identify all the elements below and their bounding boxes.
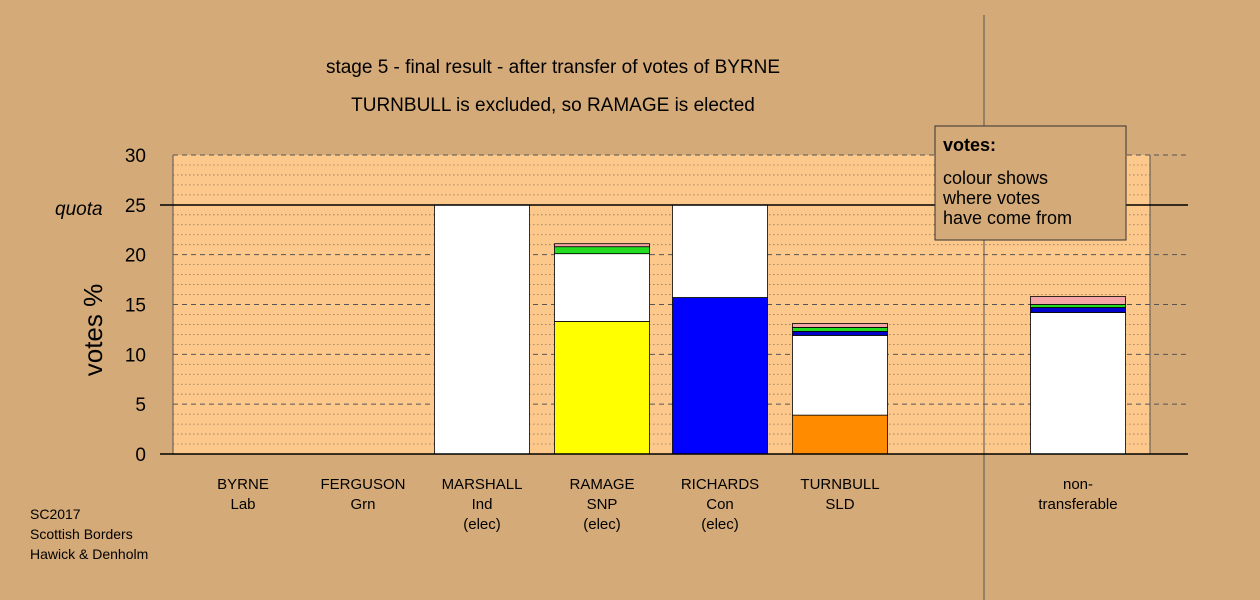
legend-title: votes: [943,135,996,155]
x-tick-status: (elec) [463,516,501,533]
bar-segment [672,204,768,298]
bar-segment [792,323,888,328]
footer-line: Hawick & Denholm [30,546,148,562]
bar-segment [672,297,768,455]
y-tick-label: 10 [125,345,146,366]
x-tick-label: RICHARDS [681,476,759,493]
x-tick-sublabel: SNP [587,496,618,513]
bar-segment [792,327,888,332]
bars [434,204,1126,455]
x-tick-sublabel: Grn [350,496,375,513]
y-tick-label: 5 [135,395,146,416]
x-tick-status: (elec) [583,516,621,533]
legend-line: colour shows [943,168,1048,188]
x-tick-status: (elec) [701,516,739,533]
y-tick-label: 15 [125,296,146,317]
bar-segment [792,331,888,336]
bar-segment [792,334,888,416]
x-tick-sublabel: Ind [472,496,493,513]
x-tick-label: BYRNE [217,476,269,493]
y-tick-label: 30 [125,146,146,167]
x-tick-sublabel: transferable [1038,496,1117,513]
x-tick-label: RAMAGE [569,476,634,493]
x-tick-sublabel: Con [706,496,734,513]
y-axis-label: votes % [78,284,108,377]
bar-segment [554,321,650,455]
x-tick-label: non- [1063,476,1093,493]
x-tick-label: FERGUSON [320,476,405,493]
bar-segment [1030,296,1126,305]
chart-title: stage 5 - final result - after transfer … [326,57,780,78]
y-tick-label: 25 [125,196,146,217]
footer-line: Scottish Borders [30,526,133,542]
x-tick-sublabel: Lab [230,496,255,513]
bar-segment [434,204,530,455]
bar-segment [1030,307,1126,313]
x-tick-label: MARSHALL [442,476,523,493]
chart-subtitle: TURNBULL is excluded, so RAMAGE is elect… [351,95,755,116]
footer-line: SC2017 [30,506,81,522]
x-axis-labels: BYRNE Lab FERGUSON Grn MARSHALL Ind (elec) RAMA… [217,476,1117,533]
y-tick-label: 0 [135,445,146,466]
x-tick-label: TURNBULL [800,476,879,493]
bar-segment [554,243,650,248]
legend-line: where votes [942,188,1040,208]
bar-segment [554,253,650,322]
legend-line: have come from [943,208,1072,228]
quota-label: quota [55,199,103,220]
x-tick-sublabel: SLD [825,496,854,513]
legend-box [934,125,1127,241]
y-axis-ticks: 0 5 10 15 20 25 30 [125,146,146,466]
bar-segment [554,246,650,255]
bar-segment [1030,312,1126,455]
bar-segment [1030,304,1126,308]
legend: votes: colour shows where votes have com… [934,125,1127,241]
bar-segment [792,414,888,455]
y-tick-label: 20 [125,246,146,267]
